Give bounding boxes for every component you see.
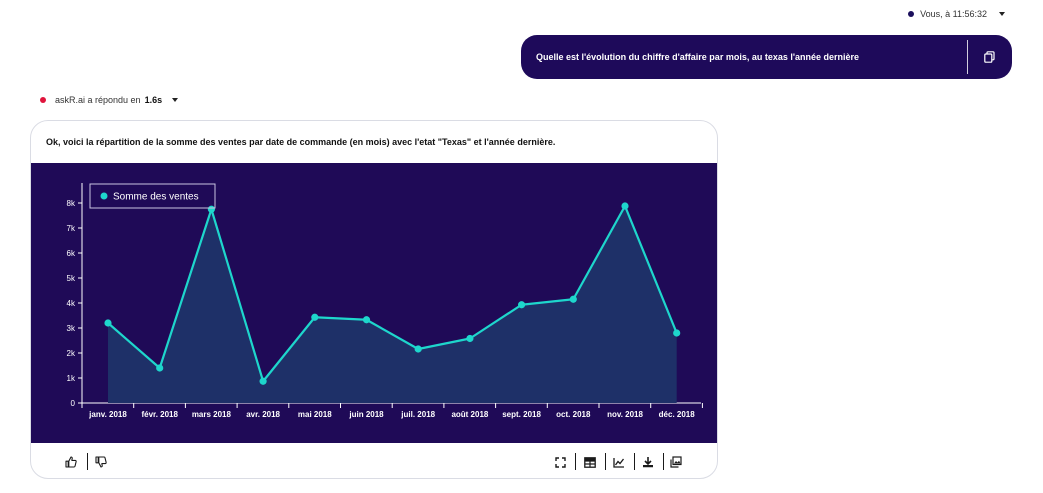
y-tick-label: 3k [67,324,76,333]
bot-response-meta: askR.ai a répondu en 1.6s [40,95,179,105]
sales-chart: 0 1k 2k 3k 4k 5k 6k 7k 8k janv. 2018 févr. 2018 mar… [67,183,703,419]
data-point [569,295,577,303]
legend-box [89,183,216,209]
chevron-down-icon[interactable] [999,12,1005,16]
chart-icon[interactable] [611,454,627,470]
table-icon[interactable] [582,454,598,470]
footer-divider [87,453,88,470]
copy-icon[interactable] [978,46,1000,68]
fullscreen-icon[interactable] [552,454,568,470]
data-point [414,345,422,353]
bot-response-duration: 1.6s [144,95,163,105]
x-tick-label: janv. 2018 [88,410,127,419]
data-point [673,329,681,337]
bubble-divider [967,40,968,74]
x-tick-label: déc. 2018 [659,410,696,419]
bot-meta-prefix: askR.ai a répondu en [55,95,141,105]
y-tick-label: 0 [71,399,76,408]
x-tick-label: sept. 2018 [502,410,541,419]
user-message-timestamp: Vous, à 11:56:32 [920,9,987,19]
thumbs-down-icon[interactable] [93,454,109,470]
x-tick-label: févr. 2018 [141,410,178,419]
y-tick-label: 1k [67,374,76,383]
footer-divider [575,453,576,470]
x-tick-label: juil. 2018 [400,410,435,419]
answer-footer [31,451,717,473]
y-tick-label: 2k [67,349,76,358]
y-tick-label: 5k [67,274,76,283]
gallery-icon[interactable] [668,454,684,470]
footer-divider [663,453,664,470]
x-tick-label: août 2018 [451,410,488,419]
y-tick-label: 7k [67,224,76,233]
series-area [108,206,677,403]
answer-card: Ok, voici la répartition de la somme des… [30,120,718,479]
x-tick-label: juin 2018 [348,410,384,419]
thumbs-up-icon[interactable] [63,454,79,470]
data-point [518,301,526,309]
answer-text: Ok, voici la répartition de la somme des… [46,137,556,147]
data-point [104,319,112,327]
bot-status-dot [40,97,46,103]
data-point [311,313,319,321]
legend-marker [100,192,108,200]
footer-divider [605,453,606,470]
data-point [156,364,164,372]
x-tick-label: mars 2018 [192,410,232,419]
user-question-bubble: Quelle est l'évolution du chiffre d'affa… [521,35,1012,79]
download-icon[interactable] [640,454,656,470]
chart-container: 0 1k 2k 3k 4k 5k 6k 7k 8k janv. 2018 févr. 2018 mar… [31,163,717,443]
user-message-meta: Vous, à 11:56:32 [908,9,1005,19]
x-tick-label: avr. 2018 [246,410,280,419]
data-point [259,377,267,385]
data-point [207,205,215,213]
data-point [466,334,474,343]
data-point [621,202,629,210]
y-tick-label: 6k [67,249,76,258]
user-question-text: Quelle est l'évolution du chiffre d'affa… [536,52,860,62]
user-status-dot [908,11,915,17]
x-tick-label: mai 2018 [298,410,332,419]
x-tick-label: nov. 2018 [607,410,643,419]
data-point [362,316,371,324]
footer-divider [634,453,635,470]
x-tick-label: oct. 2018 [556,410,591,419]
y-tick-label: 8k [67,199,76,208]
series-line [107,204,678,383]
legend-label: Somme des ventes [113,192,199,203]
chevron-down-icon[interactable] [172,98,179,102]
y-tick-label: 4k [67,299,76,308]
